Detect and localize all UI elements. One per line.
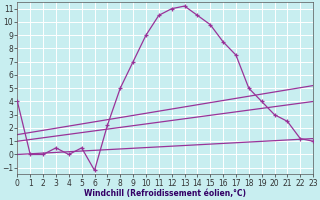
X-axis label: Windchill (Refroidissement éolien,°C): Windchill (Refroidissement éolien,°C) xyxy=(84,189,246,198)
